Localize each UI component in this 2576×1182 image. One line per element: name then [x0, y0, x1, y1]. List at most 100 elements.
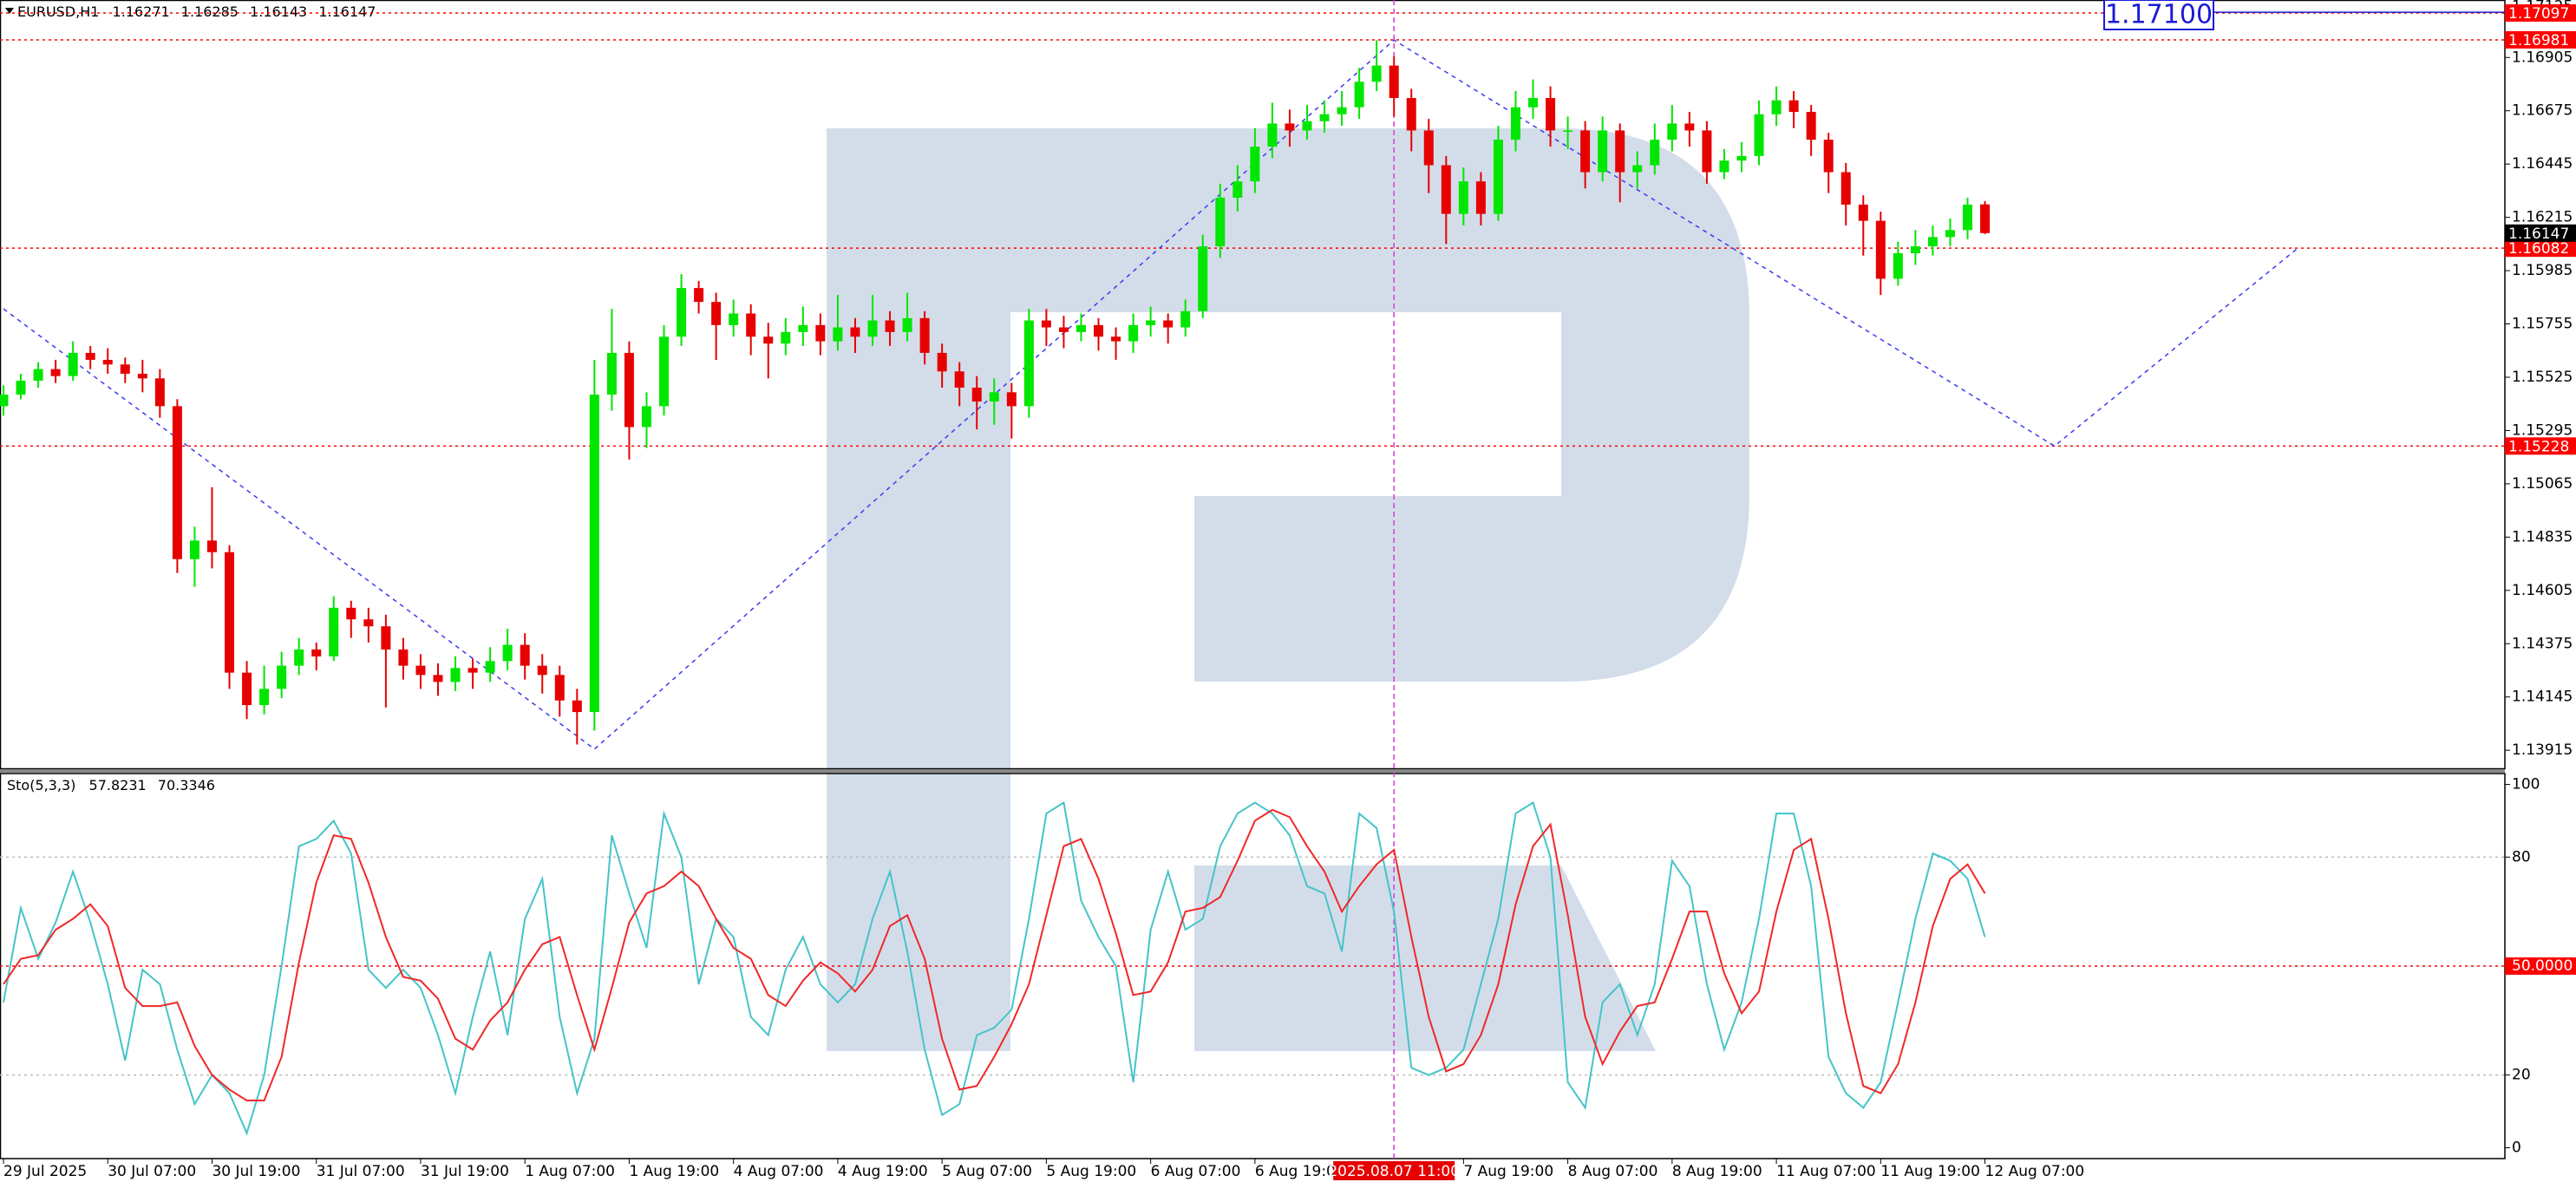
main-header: EURUSD,H1 1.16271 1.16285 1.16143 1.1614… [17, 3, 376, 20]
header-value: 70.3346 [158, 777, 215, 793]
x-tick-label: 1 Aug 19:00 [629, 1163, 719, 1180]
candle-body [554, 675, 565, 701]
candle-body [277, 665, 287, 689]
bid-label: 1.16147 [2508, 225, 2569, 243]
indicator-name: Sto(5,3,3) [7, 777, 75, 793]
main-frame [0, 0, 2506, 770]
candle-body [1302, 121, 1312, 131]
x-tick-label: 11 Aug 19:00 [1880, 1163, 1980, 1180]
y-tick-label: 50.0000 [2512, 957, 2573, 975]
y-tick-label: 1.14375 [2512, 635, 2573, 652]
candle-body [1563, 130, 1573, 132]
candle-body [798, 324, 808, 332]
x-tick-label: 2025.08.07 11:00 [1328, 1163, 1460, 1180]
bid-label-box [2505, 224, 2576, 242]
candle-body [363, 619, 374, 627]
candle-body [815, 324, 826, 342]
candle-body [502, 644, 513, 662]
candle-body [1546, 98, 1556, 131]
candle-body [172, 406, 182, 559]
level-label: 1.15228 [2508, 438, 2569, 455]
candle-body [1598, 130, 1608, 173]
candle-body [1337, 107, 1347, 114]
level-label: 1.16981 [2508, 32, 2569, 49]
candle-body [763, 336, 774, 344]
candle-body [398, 649, 409, 666]
candle-body [729, 313, 739, 325]
level-label-box [2505, 957, 2576, 975]
candle-body [154, 378, 165, 407]
y-tick-label: 1.15065 [2512, 475, 2573, 493]
candle-body [1041, 320, 1051, 328]
y-tick-label: 1.16215 [2512, 209, 2573, 226]
candle-body [1250, 147, 1260, 182]
candle-body [1371, 65, 1382, 82]
candle-body [1319, 114, 1330, 121]
header-value: 1.16285 [181, 3, 239, 20]
y-tick-label: 0 [2512, 1139, 2521, 1156]
candle-body [102, 359, 113, 365]
candle-body [1910, 246, 1920, 254]
symbol: EURUSD,H1 [17, 3, 99, 20]
candle-body [485, 661, 495, 673]
y-tick-label: 20 [2512, 1067, 2531, 1084]
header-value: 57.8231 [89, 777, 147, 793]
candle-body [1736, 155, 1747, 161]
x-tick-label: 31 Jul 07:00 [317, 1163, 405, 1180]
candle-body [120, 364, 130, 374]
candle-body [381, 626, 391, 650]
candle-body [1840, 172, 1851, 205]
candle-body [259, 689, 270, 706]
candle-body [1006, 392, 1017, 407]
candle-body [242, 672, 252, 706]
candle-body [1389, 65, 1399, 99]
series-line [3, 800, 1986, 1136]
header-value: 1.16147 [318, 3, 376, 20]
candle-body [225, 552, 235, 673]
candle-body [1094, 324, 1104, 337]
candle-body [1945, 230, 1955, 238]
candle-body [1076, 324, 1086, 332]
price-label-box [2103, 0, 2214, 30]
candle-body [781, 331, 791, 344]
x-tick-label: 4 Aug 07:00 [734, 1163, 824, 1180]
candle-body [1927, 237, 1938, 247]
y-tick-label: 1.16675 [2512, 102, 2573, 120]
candle-body [1875, 220, 1886, 279]
candle-body [329, 607, 339, 656]
x-tick-label: 6 Aug 07:00 [1151, 1163, 1241, 1180]
candle-body [537, 665, 547, 676]
candle-body [867, 320, 878, 337]
candle-body [1354, 82, 1364, 108]
candle-body [989, 392, 999, 402]
candle-body [885, 320, 895, 332]
candle-body [1667, 123, 1677, 140]
candle-body [85, 352, 95, 360]
candle-body [1823, 140, 1834, 173]
level-label-box [2505, 30, 2576, 49]
candle-body [1023, 320, 1034, 407]
candle-body [33, 369, 43, 381]
candle-body [467, 668, 478, 673]
candle-body [1285, 123, 1295, 131]
candle-body [1406, 98, 1416, 131]
candle-body [68, 352, 78, 376]
candle-body [1180, 310, 1191, 328]
candle-body [1771, 100, 1782, 114]
x-tick-label: 8 Aug 19:00 [1672, 1163, 1762, 1180]
projection-line [3, 39, 2298, 750]
y-tick-label: 1.14835 [2512, 528, 2573, 545]
candle-body [833, 327, 843, 342]
candle-body [1684, 123, 1695, 131]
candle-body [1215, 197, 1226, 247]
x-tick-label: 5 Aug 07:00 [942, 1163, 1032, 1180]
x-tick-label: 31 Jul 19:00 [421, 1163, 509, 1180]
candle-body [1980, 204, 1991, 233]
candle-body [1580, 130, 1591, 173]
x-tick-label: 4 Aug 19:00 [838, 1163, 928, 1180]
x-tick-label: 1 Aug 07:00 [525, 1163, 615, 1180]
candle-body [1702, 130, 1712, 173]
level-label: 1.16082 [2508, 240, 2569, 258]
y-tick-label: 1.15525 [2512, 369, 2573, 386]
candle-body [1146, 320, 1156, 325]
